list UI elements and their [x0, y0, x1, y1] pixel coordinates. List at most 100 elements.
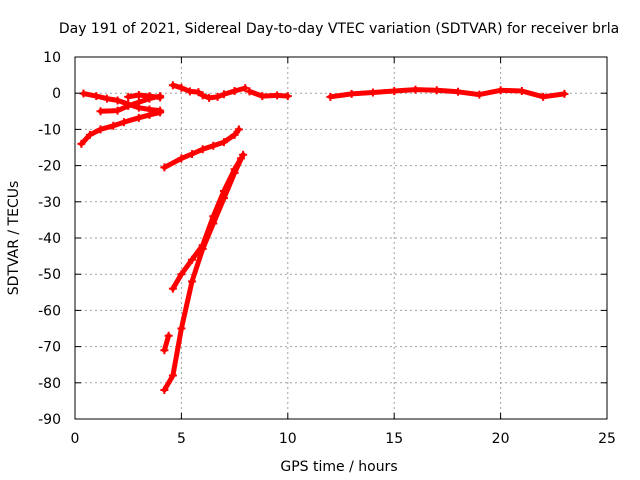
data-point	[198, 241, 207, 250]
data-point	[326, 92, 335, 101]
data-point	[168, 371, 177, 380]
series-layer	[77, 81, 569, 395]
data-series	[168, 81, 250, 102]
data-point	[109, 121, 118, 130]
data-point	[164, 331, 173, 340]
data-point	[124, 92, 133, 101]
data-point	[113, 96, 122, 105]
data-series	[245, 87, 292, 101]
data-point	[124, 101, 133, 110]
data-point	[134, 113, 143, 122]
series-trace	[327, 87, 567, 100]
data-point	[390, 87, 399, 96]
data-point	[188, 255, 197, 264]
data-point	[219, 138, 228, 147]
data-point	[145, 92, 154, 101]
series-trace	[78, 109, 163, 147]
data-series	[124, 91, 165, 102]
data-point	[236, 154, 245, 163]
data-series	[326, 85, 569, 101]
data-point	[177, 324, 186, 333]
data-series	[160, 150, 248, 395]
data-point	[188, 277, 197, 286]
y-tick-label: -60	[38, 303, 61, 319]
x-tick-label: 25	[598, 431, 616, 447]
chart-title: Day 191 of 2021, Sidereal Day-to-day VTE…	[59, 21, 619, 37]
data-point	[92, 92, 101, 101]
data-point	[209, 141, 218, 150]
data-point	[119, 118, 128, 127]
x-tick-label: 0	[71, 431, 80, 447]
data-point	[102, 94, 111, 103]
y-tick-label: 10	[43, 50, 61, 66]
data-point	[85, 130, 94, 139]
data-point	[194, 88, 203, 97]
x-tick-label: 15	[385, 431, 403, 447]
y-tick-label: -30	[38, 195, 61, 211]
axis-ticks: 10 0 -10 -20 -30 -40 -50 -60 -70 -80 -90 0 5 10 15 20 25	[38, 50, 616, 447]
data-point	[432, 86, 441, 95]
data-point	[156, 108, 165, 117]
data-series	[168, 154, 245, 293]
data-point	[209, 212, 218, 221]
data-point	[368, 88, 377, 97]
data-point	[283, 92, 292, 101]
y-tick-label: -70	[38, 340, 61, 356]
data-point	[411, 85, 420, 94]
data-point	[188, 150, 197, 159]
data-point	[156, 93, 165, 102]
x-tick-label: 10	[279, 431, 297, 447]
data-point	[517, 87, 526, 96]
y-tick-label: 0	[52, 86, 61, 102]
data-point	[177, 83, 186, 92]
data-point	[230, 87, 239, 96]
data-point	[134, 98, 143, 107]
data-point	[230, 130, 239, 139]
data-point	[160, 346, 169, 355]
data-point	[258, 92, 267, 101]
x-tick-label: 20	[492, 431, 510, 447]
data-point	[213, 92, 222, 101]
y-tick-label: -20	[38, 159, 61, 175]
data-series	[160, 331, 173, 355]
data-point	[475, 90, 484, 99]
series-trace	[247, 88, 291, 99]
data-point	[145, 110, 154, 119]
data-point	[219, 186, 228, 195]
data-point	[134, 91, 143, 100]
data-point	[273, 91, 282, 100]
series-trace	[125, 92, 163, 100]
x-axis-label: GPS time / hours	[280, 459, 397, 475]
data-point	[230, 165, 239, 174]
y-tick-label: -40	[38, 231, 61, 247]
data-point	[198, 145, 207, 154]
y-tick-label: -50	[38, 267, 61, 283]
data-point	[113, 106, 122, 115]
data-point	[560, 89, 569, 98]
data-point	[234, 125, 243, 134]
y-tick-label: -90	[38, 412, 61, 428]
data-point	[347, 89, 356, 98]
data-point	[205, 93, 214, 102]
data-point	[177, 270, 186, 279]
y-axis-label: SDTVAR / TECUs	[6, 181, 22, 296]
data-point	[245, 87, 254, 96]
data-series	[160, 125, 243, 172]
data-point	[168, 81, 177, 90]
data-point	[96, 107, 105, 116]
data-point	[241, 84, 250, 93]
y-tick-label: -80	[38, 376, 61, 392]
data-point	[185, 87, 194, 96]
y-tick-label: -10	[38, 122, 61, 138]
data-point	[496, 86, 505, 95]
x-tick-label: 5	[177, 431, 186, 447]
data-point	[198, 91, 207, 100]
data-point	[160, 163, 169, 172]
series-trace	[161, 152, 246, 393]
data-point	[539, 92, 548, 101]
data-point	[454, 87, 463, 96]
data-point	[77, 139, 86, 148]
data-point	[177, 154, 186, 163]
data-point	[96, 125, 105, 134]
